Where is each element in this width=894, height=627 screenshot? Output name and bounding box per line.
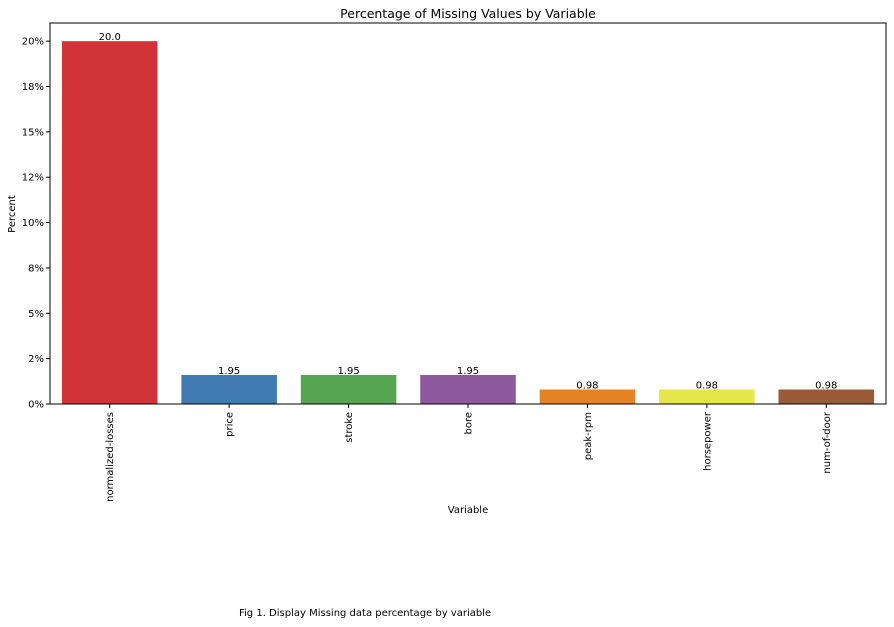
y-tick-label: 8% (28, 263, 44, 274)
bar-peak-rpm (539, 389, 636, 404)
figure-caption: Fig 1. Display Missing data percentage b… (239, 608, 492, 619)
y-tick-label: 2% (28, 354, 44, 365)
data-label: 0.98 (696, 380, 718, 391)
chart-title: Percentage of Missing Values by Variable (340, 6, 596, 21)
data-label: 0.98 (815, 380, 837, 391)
x-tick-label: horsepower (702, 411, 713, 471)
bar-price (181, 374, 277, 404)
bar-horsepower (659, 389, 755, 404)
data-label: 1.95 (218, 366, 240, 377)
y-tick-label: 12% (22, 173, 44, 184)
bar-normalized-losses (61, 41, 158, 405)
y-tick-label: 5% (28, 309, 44, 320)
data-label: 1.95 (457, 366, 479, 377)
x-tick-label: normalized-losses (105, 412, 116, 502)
y-tick-label: 18% (22, 82, 44, 93)
x-tick-label: peak-rpm (583, 412, 594, 460)
y-axis: 0% 2% 5% 8% 10% 12% 15% 18% 20% (22, 37, 50, 411)
y-tick-label: 10% (22, 218, 44, 229)
data-label: 1.95 (337, 366, 359, 377)
bars-layer (61, 41, 875, 405)
y-axis-label: Percent (7, 195, 18, 233)
data-label: 20.0 (99, 32, 121, 43)
x-tick-label: stroke (344, 412, 355, 443)
x-axis-label: Variable (448, 505, 489, 516)
y-tick-label: 15% (22, 127, 44, 138)
x-tick-label: num-of-door (822, 411, 833, 473)
data-label: 0.98 (576, 380, 598, 391)
bar-num-of-door (778, 389, 875, 404)
bar-bore (420, 374, 516, 404)
data-labels-layer: 20.0 1.95 1.95 1.95 0.98 0.98 0.98 (99, 32, 838, 391)
bar-stroke (300, 374, 397, 404)
x-axis: normalized-losses price stroke bore peak-rpm… (105, 404, 833, 502)
plot-frame (49, 22, 887, 405)
x-tick-label: price (225, 412, 236, 437)
y-tick-label: 0% (28, 400, 44, 411)
x-tick-label: bore (464, 412, 475, 435)
y-tick-label: 20% (22, 37, 44, 48)
